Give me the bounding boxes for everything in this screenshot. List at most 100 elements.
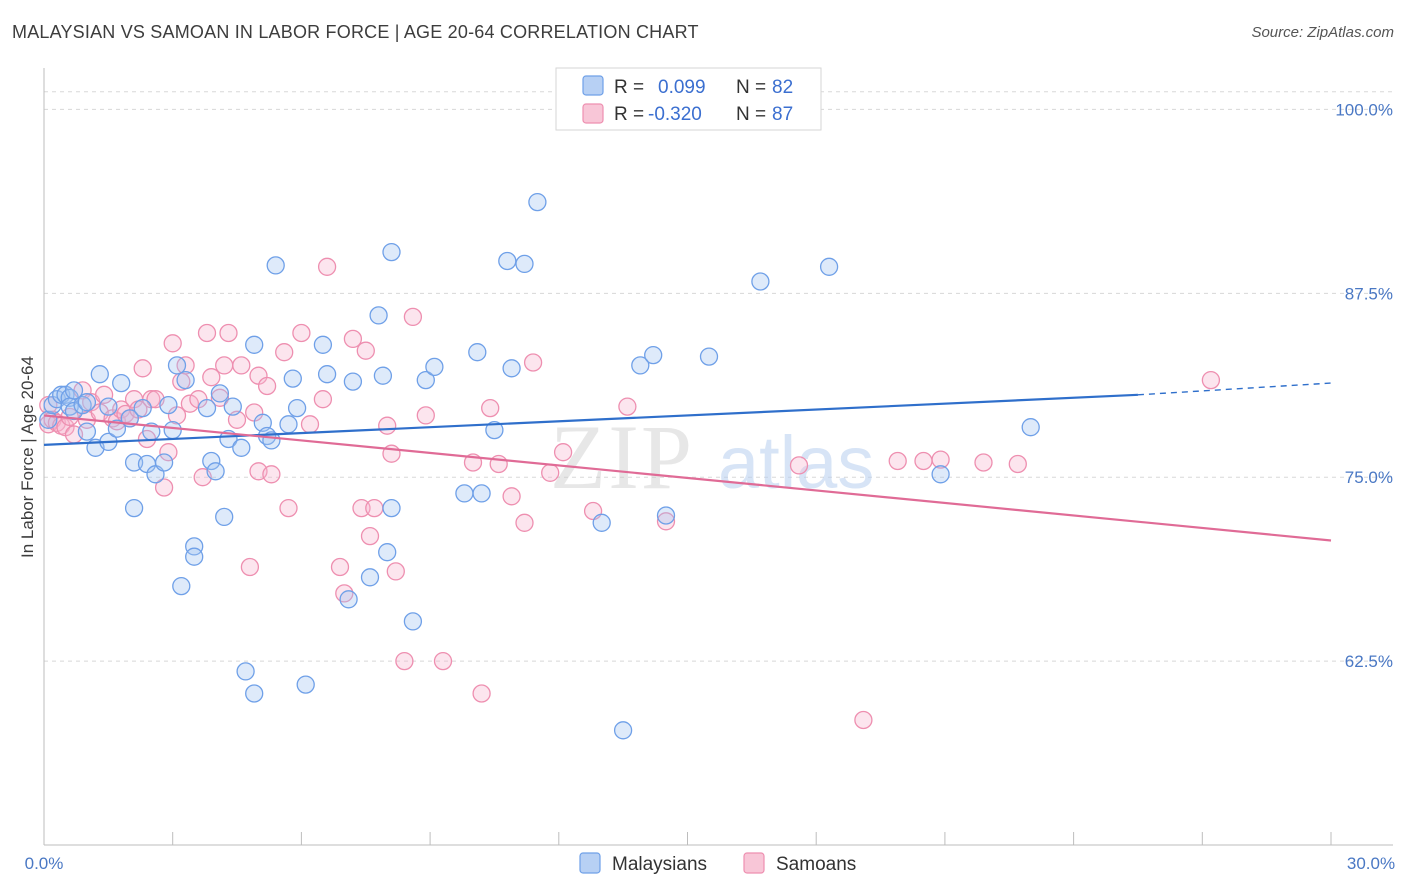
malaysian-point	[210, 384, 230, 403]
samoan-point	[541, 463, 560, 482]
malaysian-point	[245, 335, 264, 354]
legend-r-label-1: R =	[614, 77, 644, 98]
samoan-point	[232, 356, 251, 375]
malaysian-point	[287, 398, 307, 418]
samoan-point	[163, 334, 182, 353]
malaysian-point	[455, 484, 474, 503]
malaysian-point	[502, 359, 521, 378]
trend-lines	[43, 382, 1332, 542]
samoan-point	[330, 557, 350, 577]
malaysian-point	[112, 373, 131, 393]
samoan-point	[395, 651, 414, 671]
samoan-point	[360, 526, 380, 546]
samoan-point	[180, 394, 200, 413]
correlation-legend: R = 0.099 N = 82 R = -0.320 N = 87	[555, 67, 822, 131]
malaysian-point	[245, 684, 264, 703]
malaysian-point	[819, 257, 839, 276]
malaysian-point	[133, 398, 152, 418]
malaysian-point	[631, 356, 650, 375]
malaysian-point	[206, 462, 225, 481]
samoan-point	[197, 323, 217, 343]
malaysian-point	[656, 506, 676, 525]
legend-r-value-1: 0.099	[658, 77, 706, 98]
samoan-point	[317, 257, 337, 276]
malaysian-point	[515, 254, 534, 274]
legend-swatch-malaysians	[582, 75, 604, 96]
malaysian-point	[382, 498, 401, 518]
malaysian-point	[185, 547, 204, 566]
malaysian-point	[266, 256, 285, 275]
samoan-point	[210, 388, 230, 407]
samoan-point	[523, 353, 543, 372]
malaysian-point	[382, 242, 401, 262]
samoan-point	[219, 323, 238, 343]
malaysian-point	[360, 568, 380, 587]
malaysian-point	[317, 365, 337, 384]
samoan-point	[154, 478, 174, 497]
watermark-zip: ZIP	[550, 406, 694, 508]
samoan-point	[1201, 370, 1221, 390]
samoan-point	[386, 562, 405, 581]
samoan-point	[502, 487, 521, 506]
samoan-point	[159, 443, 178, 462]
chart-source: Source: ZipAtlas.com	[1251, 24, 1394, 41]
samoan-point	[356, 341, 375, 360]
malaysian-point	[236, 662, 255, 681]
malaysian-point	[223, 397, 242, 416]
malaysian-point	[699, 347, 719, 366]
malaysian-point	[283, 369, 302, 388]
y-tick-label: 62.5%	[1345, 652, 1393, 671]
samoan-point	[914, 451, 933, 471]
malaysian-point	[279, 415, 298, 434]
malaysian-point	[373, 366, 393, 385]
samoan-point	[292, 323, 311, 343]
legend-swatch-samoans	[582, 103, 604, 124]
samoan-point	[240, 557, 260, 577]
x-axis-ticks	[43, 832, 1332, 845]
malaysian-point	[931, 465, 950, 484]
samoan-point	[656, 512, 676, 531]
y-tick-label: 87.5%	[1345, 284, 1393, 303]
x-tick-label-max: 30.0%	[1347, 854, 1395, 873]
malaysian-point	[90, 365, 109, 384]
samoan-point	[416, 406, 435, 425]
malaysian-point	[416, 370, 435, 390]
series-legend: Malaysians Samoans	[579, 852, 856, 875]
watermark-atlas: atlas	[718, 421, 874, 504]
malaysian-points	[39, 192, 1040, 740]
malaysian-point	[296, 675, 315, 694]
malaysian-trend-line	[43, 393, 1139, 446]
y-tick-labels: 62.5% 75.0% 87.5% 100.0%	[1335, 100, 1393, 671]
malaysian-point	[159, 395, 178, 415]
malaysian-point	[1021, 418, 1040, 437]
samoan-point	[94, 385, 114, 404]
samoan-point	[343, 329, 363, 349]
samoan-point	[403, 307, 423, 327]
samoan-point	[888, 451, 907, 471]
legend-n-label-2: N =	[736, 104, 766, 125]
samoan-point	[378, 416, 397, 435]
samoan-point	[931, 450, 950, 469]
samoan-point	[618, 397, 637, 416]
malaysian-point	[197, 398, 217, 418]
legend-r-value-2: -0.320	[648, 104, 702, 125]
malaysian-point	[498, 251, 517, 271]
samoan-point	[789, 456, 809, 475]
malaysian-point	[751, 272, 770, 291]
legend-n-value-1: 82	[772, 77, 793, 98]
samoan-point	[515, 513, 534, 532]
malaysian-point	[99, 397, 118, 416]
malaysian-point	[485, 420, 504, 440]
malaysian-point	[172, 576, 191, 596]
samoan-point	[313, 390, 333, 409]
malaysian-point	[369, 306, 388, 325]
gridlines	[44, 91, 1393, 662]
malaysian-point	[378, 543, 397, 562]
samoan-point	[262, 465, 281, 484]
malaysian-point	[77, 422, 97, 441]
samoan-point	[133, 359, 152, 378]
malaysian-point	[472, 484, 491, 503]
samoan-point	[352, 498, 371, 518]
malaysian-point	[154, 453, 174, 472]
malaysian-point	[343, 372, 363, 391]
